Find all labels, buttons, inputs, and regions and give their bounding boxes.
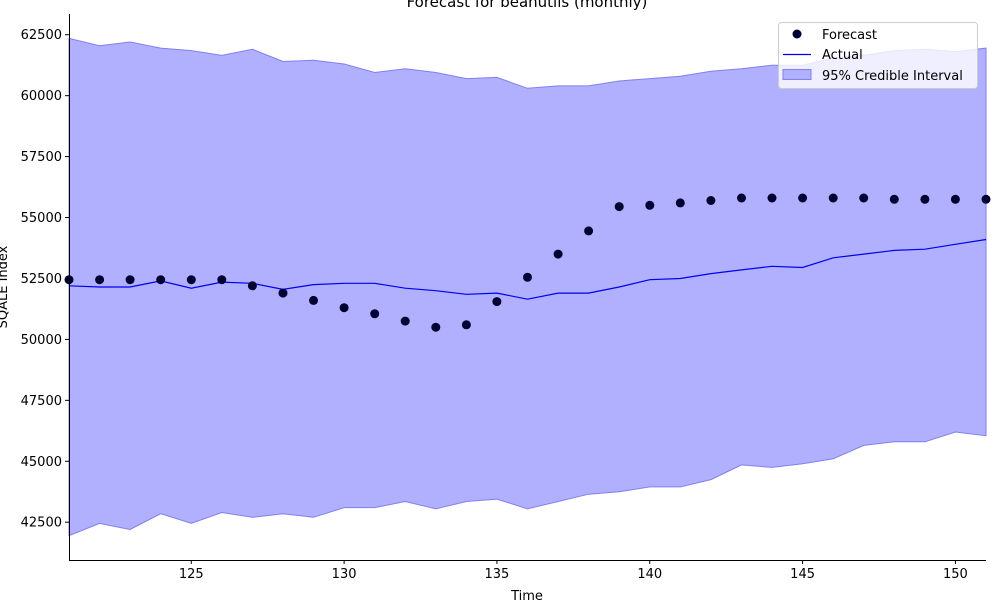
- y-ticks: 42500 45000 47500 50000 52500 55000 57500 60000…: [21, 28, 69, 531]
- x-tick-label: 135: [485, 567, 510, 582]
- y-tick-label: 42500: [21, 516, 62, 531]
- y-tick-label: 50000: [21, 333, 62, 348]
- legend-forecast-marker: [792, 29, 802, 39]
- forecast-point: [553, 249, 563, 259]
- forecast-point: [339, 303, 349, 313]
- y-tick-label: 47500: [21, 394, 62, 409]
- chart-title: Forecast for beanutils (monthly): [407, 0, 648, 11]
- axes: [69, 14, 986, 561]
- forecast-point: [737, 193, 746, 203]
- legend-box: [778, 22, 978, 89]
- forecast-point: [981, 194, 991, 204]
- forecast-point: [767, 193, 777, 203]
- forecast-point: [828, 193, 838, 203]
- forecast-point: [278, 288, 288, 298]
- forecast-point: [645, 200, 655, 210]
- legend: Forecast Actual 95% Credible Interval: [778, 22, 978, 89]
- y-tick-label: 52500: [21, 272, 62, 287]
- forecast-point: [706, 196, 716, 205]
- forecast-point: [492, 297, 502, 307]
- x-tick-label: 130: [332, 567, 357, 582]
- forecast-point: [523, 272, 532, 282]
- forecast-point: [614, 202, 624, 212]
- forecast-point: [798, 193, 808, 203]
- forecast-point: [247, 281, 257, 291]
- forecast-point: [95, 275, 105, 285]
- forecast-point: [186, 275, 196, 285]
- y-axis-label: SQALE Index: [0, 245, 11, 328]
- forecast-point: [889, 194, 899, 204]
- x-tick-label: 145: [790, 567, 815, 582]
- forecast-point: [920, 194, 930, 204]
- forecast-point: [859, 193, 869, 203]
- legend-interval-label: 95% Credible Interval: [822, 69, 963, 84]
- y-tick-label: 60000: [21, 89, 62, 104]
- forecast-point: [431, 322, 441, 332]
- legend-forecast-label: Forecast: [822, 28, 877, 43]
- y-tick-label: 55000: [21, 211, 62, 226]
- forecast-point: [950, 194, 960, 204]
- forecast-point: [125, 275, 135, 285]
- credible-interval-layer: [68, 37, 987, 537]
- x-axis-label: Time: [510, 589, 543, 600]
- y-tick-label: 45000: [21, 455, 62, 470]
- x-ticks: 125 130 135 140 145 150: [179, 560, 968, 582]
- forecast-point: [309, 295, 318, 305]
- forecast-point: [370, 309, 380, 319]
- x-tick-label: 150: [943, 567, 968, 582]
- forecast-point: [217, 275, 227, 285]
- forecast-point: [156, 275, 166, 285]
- forecast-point: [584, 226, 594, 236]
- credible-interval-band: [68, 37, 987, 537]
- forecast-points-layer: [64, 193, 991, 332]
- forecast-point: [400, 316, 410, 326]
- y-tick-label: 57500: [21, 150, 62, 165]
- forecast-point: [675, 198, 685, 208]
- x-tick-label: 140: [637, 567, 662, 582]
- y-tick-label: 62500: [21, 28, 62, 43]
- legend-actual-label: Actual: [822, 48, 863, 63]
- x-tick-label: 125: [179, 567, 204, 582]
- legend-interval-swatch: [782, 69, 812, 80]
- forecast-point: [461, 320, 471, 330]
